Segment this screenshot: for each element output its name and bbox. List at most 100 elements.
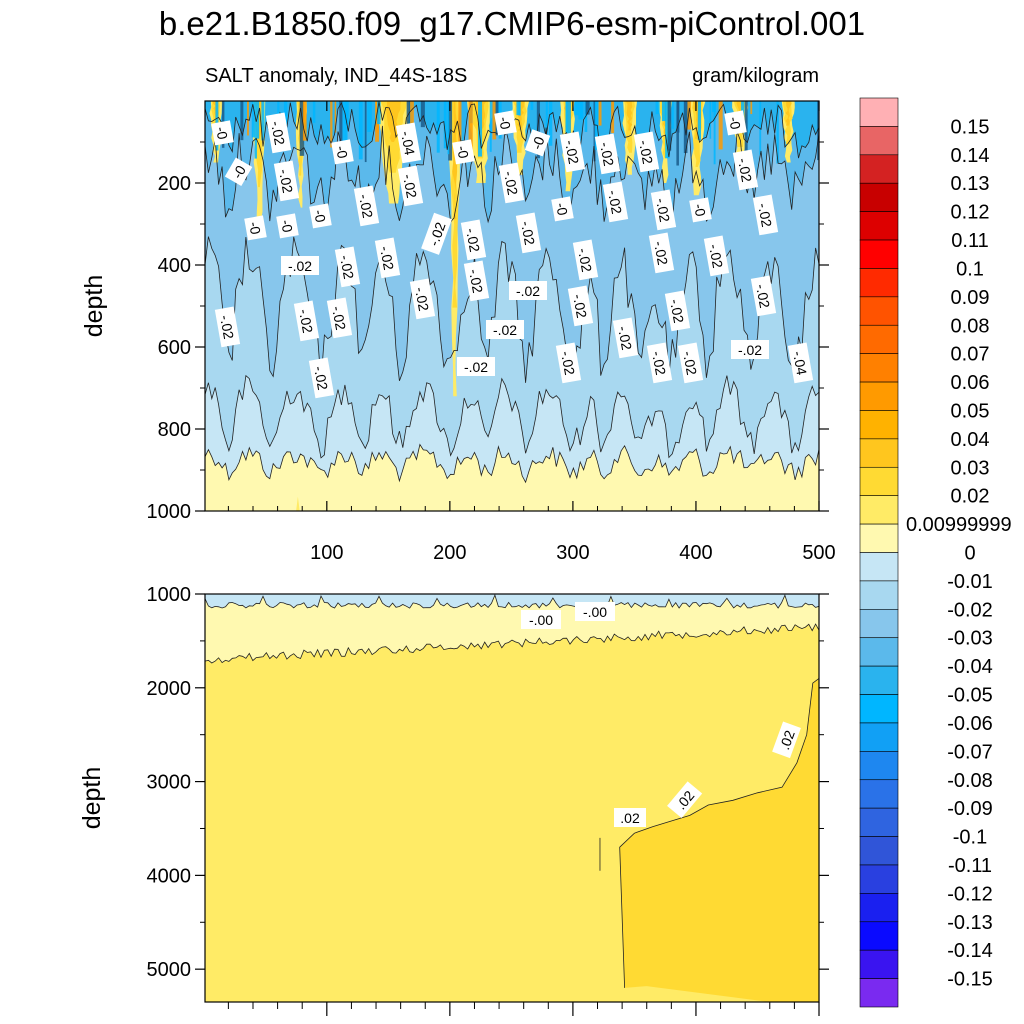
upper-contour-label: -.02	[281, 256, 319, 275]
upper-surface-striation	[776, 101, 779, 164]
upper-contour-label-text: -0	[726, 115, 744, 130]
upper-contour-label-text: -.02	[276, 168, 296, 195]
upper-contour-label: -.02	[273, 160, 300, 202]
upper-contour-label-text: -.02	[649, 350, 669, 377]
label-bg	[211, 120, 234, 146]
upper-contour-label: -.02	[572, 239, 599, 281]
label-bg	[524, 129, 551, 157]
colorbar-label: 0.12	[951, 202, 990, 224]
upper-contour-label: -.02	[334, 246, 361, 288]
upper-surface-striation	[299, 101, 305, 156]
upper-contour-label: -.02	[463, 260, 490, 302]
upper-surface-striation	[302, 101, 307, 141]
upper-contour-label-text: -0	[553, 201, 571, 216]
upper-contour-label: -.02	[486, 320, 524, 339]
colorbar-label: 0.06	[951, 372, 990, 394]
lower-contour-fill	[205, 594, 819, 1002]
colorbar-box	[859, 552, 899, 582]
upper-contour-label-text: -.02	[558, 350, 578, 377]
upper-surface-striation	[817, 101, 819, 161]
colorbar-label: -0.15	[947, 969, 993, 991]
colorbar-label: 0.13	[951, 173, 990, 195]
upper-surface-striation	[516, 101, 521, 116]
lower-fill-band	[205, 594, 819, 609]
upper-contour-label: -.02	[677, 342, 704, 384]
upper-contour-label: -.02	[752, 194, 779, 236]
lower-fill-band	[205, 594, 819, 663]
upper-surface-striation	[671, 101, 674, 129]
colorbar-label: -0.04	[947, 656, 993, 678]
lower-contour-labels: -.00 -.00 .02 .02 .02	[521, 602, 801, 827]
upper-contour-label: -.02	[732, 149, 759, 191]
colorbar-label: -0.08	[947, 770, 993, 792]
upper-contour-label-text: -.02	[464, 359, 488, 375]
upper-contour-label: -.02	[498, 162, 525, 204]
colorbar-box	[859, 921, 899, 951]
colorbar-label: 0.14	[951, 145, 990, 167]
label-bg	[326, 297, 353, 339]
upper-contour-label: -.02	[374, 237, 401, 279]
colorbar-box	[859, 268, 899, 298]
lower-contour-line	[205, 594, 819, 609]
colorbar-label: 0.05	[951, 400, 990, 422]
upper-surface-striation	[254, 101, 257, 159]
upper-contour-label: -.02	[293, 300, 320, 342]
upper-y-tick-label: 200	[158, 173, 191, 195]
lower-contour-label: .02	[667, 781, 703, 819]
colorbar-label: -0.02	[947, 599, 993, 621]
colorbar-label: -0.09	[947, 798, 993, 820]
upper-contour-label: -0	[309, 203, 332, 229]
upper-contour-label: -.02	[214, 306, 241, 348]
upper-surface-striation	[342, 101, 346, 143]
label-bg	[498, 162, 525, 204]
label-bg	[650, 189, 677, 231]
lower-y-axis-label: depth	[78, 767, 106, 830]
label-bg	[572, 239, 599, 281]
upper-surface-striation	[334, 101, 337, 133]
lower-axis-ticks: 1000 2000 3000 4000 5000	[147, 584, 829, 1016]
upper-contour-label-text: -.02	[706, 243, 726, 270]
upper-surface-striation	[655, 101, 660, 115]
upper-surface-striation	[377, 101, 381, 125]
label-bg	[677, 342, 704, 384]
upper-contour-label: -.04	[395, 122, 422, 164]
upper-contour-label-text: -.02	[268, 120, 288, 147]
upper-surface-striation	[247, 101, 249, 136]
lower-y-tick-label: 5000	[147, 959, 192, 981]
colorbar-label: 0.04	[951, 429, 990, 451]
upper-contour-label-text: -.02	[597, 141, 617, 168]
upper-surface-striation	[661, 101, 667, 122]
upper-contour-label: -.02	[648, 232, 675, 274]
upper-contour-label-text: -.02	[337, 254, 357, 281]
upper-contour-label: -.02	[421, 212, 452, 255]
colorbar-box	[859, 211, 899, 241]
colorbar-box	[859, 864, 899, 894]
upper-contour-label-text: -0	[496, 115, 514, 130]
upper-surface-striation	[545, 101, 548, 141]
upper-contour-label: -.02	[555, 342, 582, 384]
colorbar-box	[859, 779, 899, 809]
upper-surface-striation	[367, 101, 372, 132]
colorbar-label: 0.02	[951, 486, 990, 508]
label-bg	[463, 260, 490, 302]
upper-surface-striation	[344, 101, 349, 125]
upper-contour-label-text: -.02	[570, 293, 590, 320]
colorbar-box	[859, 97, 899, 127]
upper-contour-label: -.02	[265, 112, 292, 154]
lower-contour-lines	[205, 594, 819, 988]
label-bg	[602, 181, 629, 223]
label-bg	[750, 275, 777, 317]
colorbar-label: -0.03	[947, 628, 993, 650]
upper-contour-label-text: -.02	[329, 305, 349, 332]
upper-surface-striation	[256, 101, 260, 139]
colorbar-label: 0.00999999	[906, 514, 1012, 536]
lower-contour-label: -.00	[575, 602, 615, 621]
upper-contour-label: -.02	[664, 290, 691, 332]
upper-contour-label: -.02	[646, 342, 673, 384]
upper-surface-striation	[709, 101, 712, 139]
lower-contour-label: .02	[772, 721, 801, 759]
label-bg	[486, 320, 524, 339]
upper-contour-line	[205, 236, 819, 384]
x-tick-label: 300	[556, 542, 589, 564]
upper-contour-label: -.02	[559, 131, 586, 173]
